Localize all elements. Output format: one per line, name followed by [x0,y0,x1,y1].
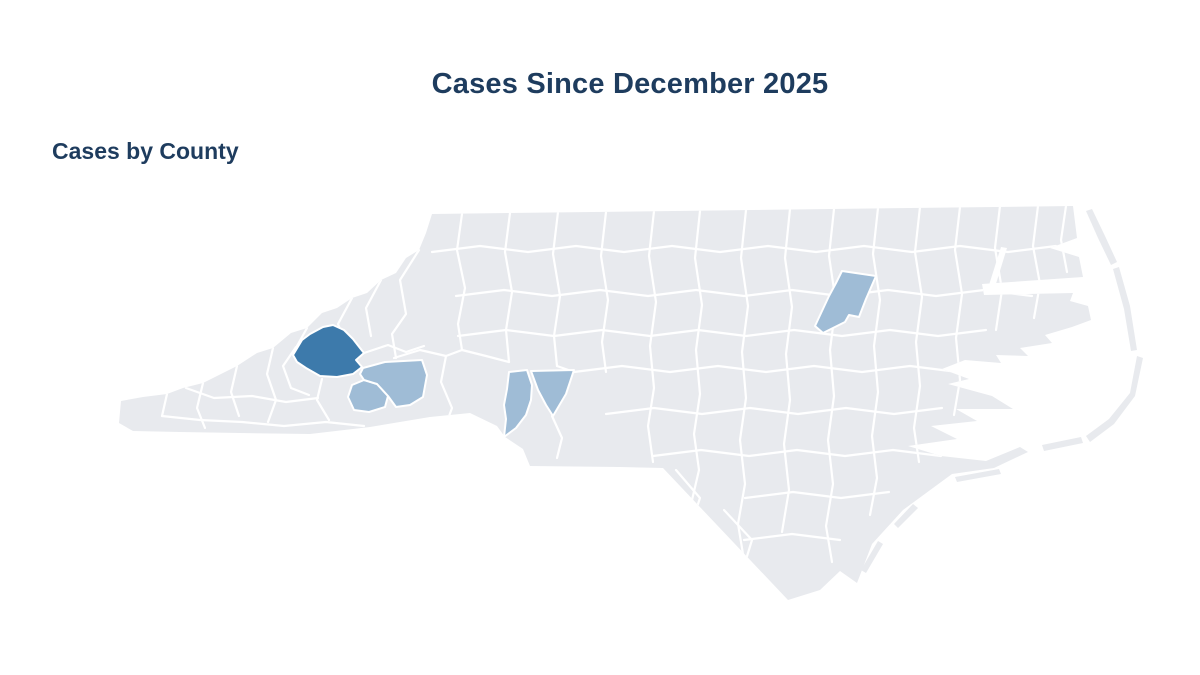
county-highlight-northeast-central[interactable] [814,270,877,334]
county-highlight-south-central-west[interactable] [503,369,533,438]
county-highlight-foothills-east[interactable] [359,359,428,408]
page-title: Cases Since December 2025 [431,68,829,100]
county-highlight-western-mountains[interactable] [292,324,365,378]
river-inlet [989,247,1007,287]
barrier-islands [861,209,1143,573]
county-highlight-south-central-east[interactable] [530,369,575,417]
map-subtitle: Cases by County [52,138,239,164]
highlighted-counties [292,270,877,438]
state-mainland[interactable] [119,206,1091,600]
